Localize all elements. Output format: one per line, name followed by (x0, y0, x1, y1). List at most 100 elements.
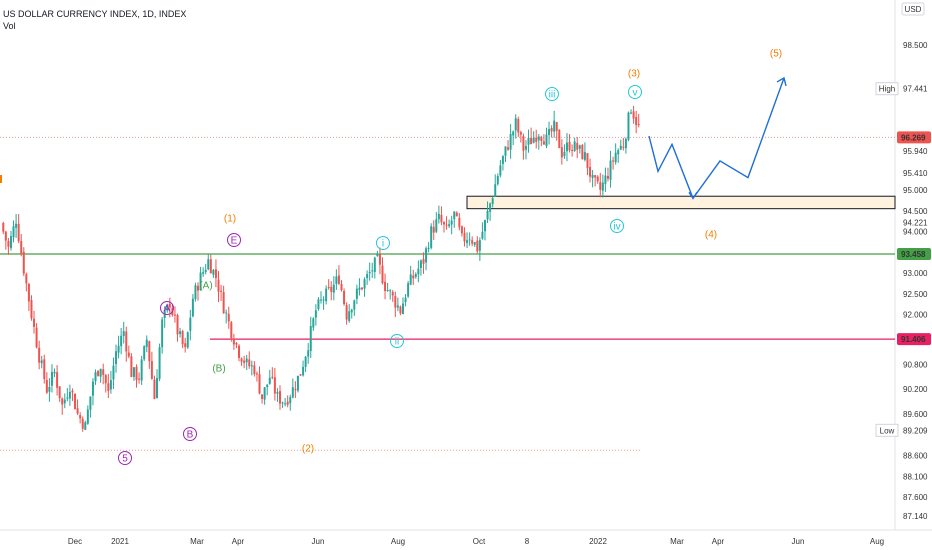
candle-body (102, 369, 105, 375)
candle-body (594, 175, 597, 178)
wave-label: (2) (302, 444, 314, 455)
candle-body (327, 286, 330, 288)
price-tag-name-box (875, 423, 899, 437)
price-tag-name-box (875, 82, 899, 96)
candle-body (583, 152, 586, 160)
candle-body (104, 375, 107, 384)
candle-body (94, 372, 97, 382)
wave-label-circle (610, 219, 624, 233)
candle-body (624, 138, 627, 149)
candle-body (317, 299, 320, 309)
candle-body (437, 213, 440, 220)
x-tick-label: Jun (792, 537, 805, 546)
candle-body (381, 265, 384, 284)
candle-body (33, 318, 36, 327)
candle-body (358, 287, 361, 290)
currency-badge-label: USD (905, 5, 922, 14)
candle-body (9, 236, 12, 249)
wave-label: i (382, 239, 384, 250)
x-tick-label: Apr (712, 537, 725, 546)
candle-body (191, 298, 194, 317)
candle-body (486, 210, 489, 220)
price-tag-value: 97.441 (903, 85, 928, 94)
candle-body (43, 359, 46, 380)
y-tick-label: 92.500 (903, 290, 928, 299)
y-tick-label: 94.221 (903, 218, 928, 227)
candle-body (471, 240, 474, 244)
candle-body (71, 390, 74, 393)
candle-body (483, 220, 486, 232)
candle-body (7, 240, 10, 247)
wave-label-circle (227, 233, 241, 247)
candle-body (20, 240, 23, 254)
x-tick-label: Mar (190, 537, 204, 546)
candle-body (173, 314, 176, 316)
candle-body (222, 292, 225, 314)
candle-body (635, 117, 638, 126)
candle-body (291, 387, 294, 398)
candle-body (330, 286, 333, 292)
candle-body (394, 296, 397, 308)
candle-body (132, 367, 135, 377)
candle-body (450, 220, 453, 225)
y-tick-label: 88.600 (903, 452, 928, 461)
candle-body (601, 182, 604, 191)
candle-body (17, 223, 20, 242)
candle-body (578, 145, 581, 149)
candle-body (263, 387, 266, 400)
candle-body (481, 231, 484, 239)
candle-body (378, 254, 381, 265)
candle-body (445, 224, 448, 226)
candle-body (276, 392, 279, 394)
candle-body (504, 146, 507, 156)
candle-body (432, 226, 435, 233)
candle-body (565, 142, 568, 152)
x-tick-label: 2021 (111, 537, 129, 546)
x-tick-label: Mar (670, 537, 684, 546)
candle-body (322, 299, 325, 301)
candle-body (50, 371, 53, 386)
candle-body (235, 342, 238, 345)
candle-body (261, 394, 264, 399)
candle-body (307, 350, 310, 357)
candle-body (225, 312, 228, 314)
x-tick-label: 8 (525, 537, 530, 546)
x-tick-label: Oct (473, 537, 486, 546)
wave-label: (A) (199, 281, 212, 292)
wave-label-circle (376, 236, 390, 250)
candle-body (373, 257, 376, 272)
candle-body (399, 306, 402, 314)
price-badge-value: 96.269 (901, 133, 926, 142)
wave-label-circle (160, 301, 174, 315)
candle-body (4, 231, 7, 241)
candle-body (122, 331, 125, 336)
candle-body (550, 127, 553, 132)
candle-body (284, 403, 287, 405)
candle-body (130, 356, 133, 377)
candle-body (509, 133, 512, 150)
wave-label: (4) (705, 230, 717, 241)
candle-body (56, 372, 59, 388)
candle-body (542, 141, 545, 145)
candle-body (514, 118, 517, 131)
candle-body (540, 137, 543, 141)
candle-body (363, 279, 366, 289)
candle-body (220, 290, 223, 292)
wave-label-circle (183, 427, 197, 441)
candle-body (250, 365, 253, 367)
candle-body (309, 325, 312, 352)
candle-body (240, 358, 243, 362)
candle-body (176, 315, 179, 335)
candle-body (35, 327, 38, 348)
candle-body (296, 375, 299, 391)
candle-body (558, 130, 561, 149)
candle-body (66, 397, 69, 399)
candle-body (99, 368, 102, 377)
candle-body (89, 396, 92, 410)
candle-body (27, 283, 30, 302)
candle-body (384, 281, 387, 291)
candle-body (340, 283, 343, 291)
candle-body (97, 370, 100, 376)
candle-body (519, 132, 522, 135)
